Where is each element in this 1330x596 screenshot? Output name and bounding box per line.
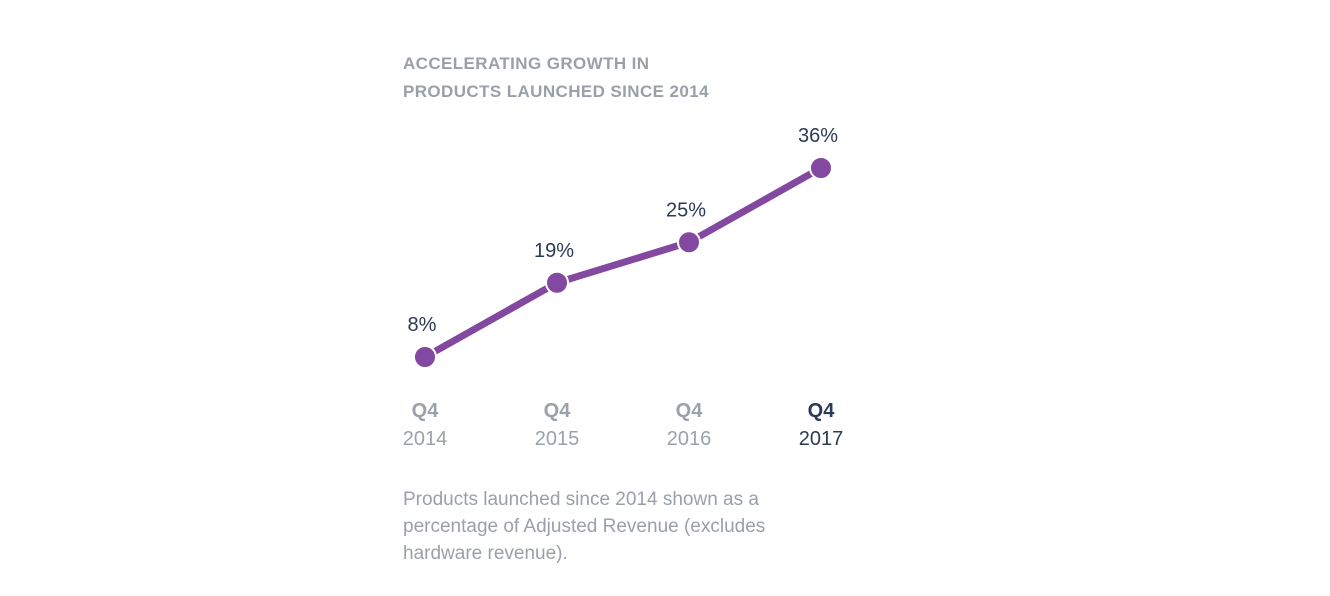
data-point-marker (677, 230, 701, 255)
growth-line-chart: 8% Q4 2014 19% Q4 2015 25% Q4 2016 36% Q4 2017 (403, 125, 844, 450)
chart-title: ACCELERATING GROWTH IN PRODUCTS LAUNCHED… (403, 54, 709, 101)
x-axis-quarter-label: Q4 (676, 400, 704, 422)
x-axis-year-label: 2017 (799, 428, 844, 450)
x-axis-year-label: 2016 (667, 428, 712, 450)
x-axis-quarter-label: Q4 (808, 400, 836, 422)
x-axis-quarter-label: Q4 (544, 400, 572, 422)
data-point-marker (809, 156, 833, 180)
chart-footnote: Products launched since 2014 shown as a … (403, 489, 766, 564)
x-axis-year-label: 2015 (535, 428, 580, 450)
trend-line (421, 164, 825, 361)
data-point-marker (413, 345, 437, 369)
data-point-value-label: 19% (534, 240, 574, 262)
data-point-value-label: 36% (798, 125, 838, 147)
x-axis-quarter-label: Q4 (412, 400, 440, 422)
data-point-value-label: 8% (408, 314, 437, 336)
growth-chart: ACCELERATING GROWTH IN PRODUCTS LAUNCHED… (403, 50, 863, 567)
data-point-value-label: 25% (666, 199, 706, 221)
x-axis-year-label: 2014 (403, 428, 447, 450)
data-point-marker (545, 270, 569, 295)
